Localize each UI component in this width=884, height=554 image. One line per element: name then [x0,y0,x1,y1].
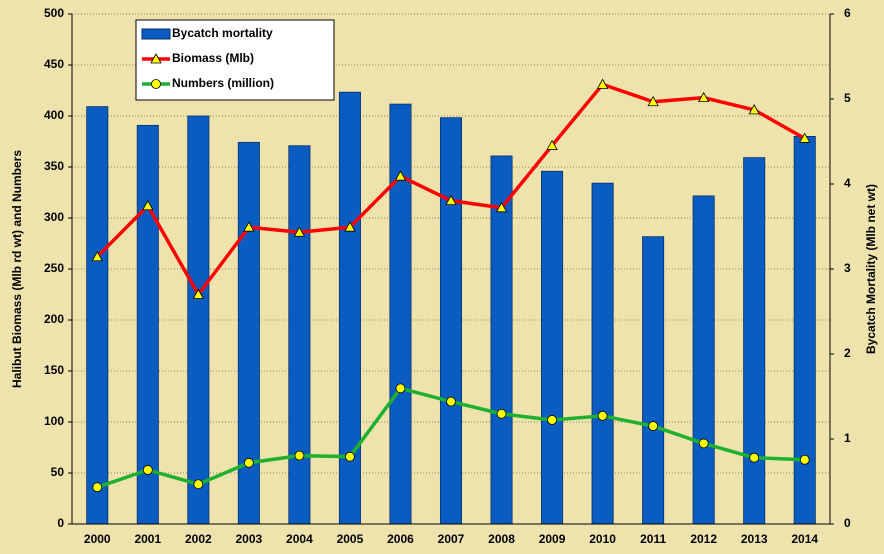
marker [142,465,153,475]
marker [394,170,407,181]
marker [91,250,103,262]
marker [92,482,103,493]
marker [799,454,810,465]
marker [648,421,659,431]
x-tick-label: 2014 [791,532,818,546]
marker [293,226,306,237]
legend-label: Bycatch mortality [172,26,273,40]
y-tick-label: 100 [44,414,64,428]
y-axis-label: Halibut Biomass (Mlb rd wt) and Numbers [10,150,24,388]
x-tick-label: 2000 [84,532,111,546]
bar [642,236,665,525]
marker [446,396,456,407]
marker [748,104,760,115]
legend-marker [151,79,161,89]
x-tick-label: 2011 [640,532,666,546]
marker [799,132,811,143]
marker [647,95,659,107]
y2-tick-label: 1 [844,431,851,445]
x-tick-label: 2001 [134,532,161,546]
y2-tick-label: 6 [844,6,851,20]
y-tick-label: 350 [44,159,64,173]
x-tick-label: 2006 [387,532,414,546]
x-tick-label: 2010 [589,532,616,546]
bar [136,124,159,525]
marker [395,383,406,394]
y2-tick-label: 0 [844,516,851,530]
bar [187,115,210,525]
y-tick-label: 400 [44,108,64,122]
x-tick-label: 2012 [690,532,717,546]
bar [692,195,715,525]
x-tick-label: 2007 [438,532,465,546]
marker [496,408,507,419]
marker [697,91,710,103]
marker [243,221,255,232]
y-tick-label: 500 [44,6,64,20]
x-tick-label: 2005 [337,532,364,546]
x-tick-label: 2008 [488,532,515,546]
marker [445,194,457,206]
bar [389,103,412,525]
marker [749,452,760,463]
bar [541,170,564,525]
y-tick-label: 200 [44,312,64,326]
legend-label: Numbers (million) [172,76,274,90]
marker [294,450,305,461]
marker [546,139,558,150]
bar [288,145,311,525]
y2-tick-label: 3 [844,261,851,275]
y-tick-label: 250 [44,261,64,275]
marker [596,78,609,89]
y2-tick-label: 2 [844,346,851,360]
marker [243,457,254,468]
x-tick-label: 2004 [286,532,313,546]
bar [793,135,816,525]
x-tick-label: 2003 [236,532,263,546]
marker [698,438,709,449]
marker [192,288,205,299]
x-tick-label: 2009 [539,532,566,546]
y-tick-label: 300 [44,210,64,224]
y2-axis-label: Bycatch Mortality (Mlb net wt) [864,184,878,354]
marker [345,451,355,462]
y-tick-label: 0 [57,516,64,530]
x-tick-label: 2013 [741,532,768,546]
legend-marker [150,53,162,64]
marker [193,479,204,490]
bar [86,106,109,525]
bar [591,182,614,525]
marker [344,221,356,232]
bar [439,117,463,525]
y-tick-label: 50 [51,465,65,479]
marker [547,415,557,425]
legend-swatch [141,28,171,40]
y-tick-label: 150 [44,363,64,377]
y-tick-label: 450 [44,57,64,71]
y2-tick-label: 5 [844,91,851,105]
marker [142,199,154,211]
x-tick-label: 2002 [185,532,212,546]
legend-label: Biomass (Mlb) [172,51,254,65]
bar [743,157,766,525]
marker [495,201,508,213]
y2-tick-label: 4 [844,176,851,190]
marker [597,410,608,421]
